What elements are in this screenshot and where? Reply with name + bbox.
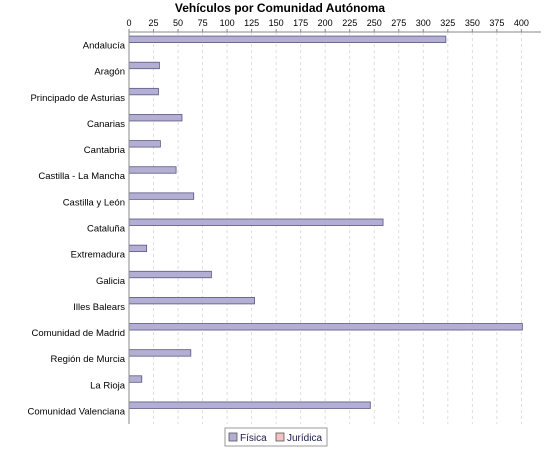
category-label: Aragón — [94, 67, 125, 78]
x-tick-label: 125 — [244, 18, 259, 28]
bar-fisica — [128, 375, 143, 383]
y-axis-categories: Andalucía Aragón Principado de Asturias Can… — [27, 41, 125, 418]
bar-fisica — [128, 323, 523, 331]
legend-label: Física — [240, 433, 267, 444]
category-label: Principado de Asturias — [30, 93, 125, 104]
x-tick-label: 325 — [440, 18, 455, 28]
x-axis-ticks: 0 25 50 75 100 125 150 175 200 225 250 275 300 325 350… — [126, 18, 529, 32]
x-tick-label: 175 — [293, 18, 308, 28]
x-tick-label: 400 — [514, 18, 529, 28]
legend-swatch — [228, 432, 238, 442]
category-label: Canarias — [87, 119, 125, 130]
legend: Física Jurídica — [224, 427, 328, 447]
bar-fisica — [128, 401, 371, 409]
category-label: Andalucía — [83, 41, 126, 52]
category-label: Castilla y León — [63, 197, 125, 208]
bars — [128, 35, 523, 409]
bar-fisica — [128, 218, 384, 226]
legend-swatch — [275, 432, 285, 442]
bar-fisica — [128, 166, 177, 174]
category-label: Región de Murcia — [51, 354, 126, 365]
bar-fisica — [128, 244, 148, 253]
x-tick-label: 350 — [465, 18, 480, 28]
x-tick-label: 100 — [220, 18, 235, 28]
category-label: Comunidad de Madrid — [32, 328, 125, 339]
x-tick-label: 375 — [489, 18, 504, 28]
x-tick-label: 225 — [342, 18, 357, 28]
bar-fisica — [128, 270, 212, 279]
category-label: Extremadura — [71, 250, 126, 261]
category-label: La Rioja — [90, 380, 126, 391]
x-tick-label: 75 — [198, 18, 208, 28]
x-tick-label: 300 — [416, 18, 431, 28]
bar-fisica — [128, 349, 192, 357]
category-label: Castilla - La Mancha — [38, 171, 125, 182]
category-label: Cataluña — [87, 224, 126, 235]
x-tick-label: 25 — [149, 18, 159, 28]
x-tick-label: 275 — [391, 18, 406, 28]
bar-fisica — [128, 140, 161, 148]
bar-fisica — [128, 61, 160, 70]
category-label: Galicia — [96, 276, 126, 287]
x-tick-label: 250 — [367, 18, 382, 28]
x-tick-label: 0 — [126, 18, 131, 28]
bar-fisica — [128, 35, 447, 43]
legend-label: Jurídica — [287, 433, 322, 444]
category-label: Comunidad Valenciana — [27, 406, 125, 417]
category-label: Illes Balears — [73, 302, 125, 313]
bar-fisica — [128, 114, 183, 122]
bar-fisica — [128, 192, 195, 200]
category-label: Cantabria — [84, 145, 126, 156]
grid-lines — [153, 32, 522, 424]
x-tick-label: 50 — [173, 18, 183, 28]
x-tick-label: 150 — [269, 18, 284, 28]
bar-fisica — [128, 87, 159, 96]
bar-fisica — [128, 296, 255, 305]
x-tick-label: 200 — [318, 18, 333, 28]
chart-title: Vehículos por Comunidad Autónoma — [175, 1, 386, 15]
